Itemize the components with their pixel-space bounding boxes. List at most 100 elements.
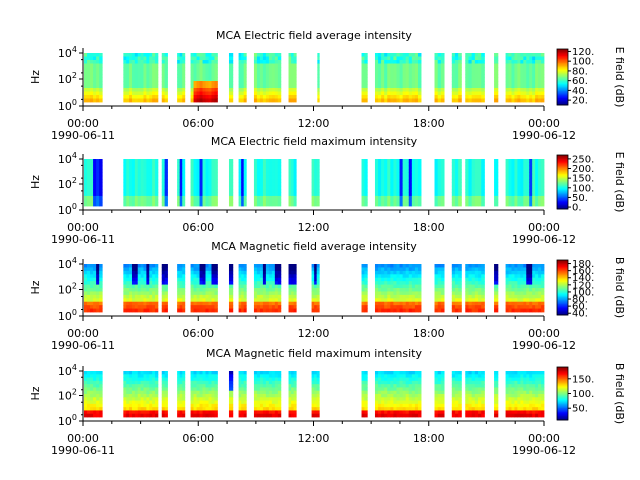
data-block-7 xyxy=(238,169,242,173)
data-block-5 xyxy=(190,165,194,170)
data-block-10 xyxy=(316,159,320,163)
data-block-17 xyxy=(538,63,542,68)
data-block-8 xyxy=(265,305,270,309)
data-block-12 xyxy=(405,175,410,180)
data-block-12 xyxy=(402,185,407,190)
data-block-1 xyxy=(93,159,97,163)
data-block-5 xyxy=(214,195,218,200)
data-block-2 xyxy=(140,60,144,64)
data-block-17 xyxy=(538,98,542,103)
data-block-12 xyxy=(387,281,391,285)
data-block-9 xyxy=(291,202,295,207)
data-block-2 xyxy=(155,267,159,272)
data-block-1 xyxy=(93,301,97,306)
data-block-3 xyxy=(164,172,168,177)
data-block-17 xyxy=(508,288,512,292)
data-block-15 xyxy=(471,288,476,292)
data-block-15 xyxy=(471,56,476,61)
data-block-2 xyxy=(129,172,133,177)
data-block-17 xyxy=(529,298,533,303)
data-block-12 xyxy=(417,270,422,275)
data-block-12 xyxy=(384,274,388,279)
data-block-15 xyxy=(471,301,476,306)
data-block-8 xyxy=(274,67,279,71)
data-block-2 xyxy=(129,380,133,385)
data-block-12 xyxy=(384,264,388,268)
data-block-14 xyxy=(458,284,462,289)
data-block-11 xyxy=(364,377,368,382)
data-block-2 xyxy=(126,277,130,282)
colorbar-frame xyxy=(556,48,569,106)
data-block-12 xyxy=(378,81,382,85)
data-block-12 xyxy=(411,175,416,180)
data-block-3 xyxy=(161,374,166,378)
data-block-2 xyxy=(126,397,130,401)
data-block-17 xyxy=(514,60,518,64)
data-block-1 xyxy=(83,159,88,163)
data-block-8 xyxy=(265,394,270,398)
data-block-15 xyxy=(478,159,482,163)
data-block-14 xyxy=(451,88,456,92)
data-block-9 xyxy=(291,390,295,395)
data-block-14 xyxy=(455,81,459,85)
data-block-12 xyxy=(414,281,419,285)
data-block-12 xyxy=(378,274,382,279)
data-block-1 xyxy=(83,390,88,395)
data-block-15 xyxy=(471,298,476,303)
data-block-13 xyxy=(434,77,439,82)
data-block-1 xyxy=(90,98,94,103)
data-block-9 xyxy=(288,397,292,401)
data-block-14 xyxy=(455,199,459,204)
data-block-7 xyxy=(241,182,245,187)
data-block-1 xyxy=(87,394,91,398)
data-block-1 xyxy=(83,284,88,289)
data-block-8 xyxy=(265,162,270,167)
data-block-8 xyxy=(253,84,258,89)
data-block-12 xyxy=(393,192,397,197)
data-block-12 xyxy=(402,189,407,193)
data-block-1 xyxy=(93,294,97,299)
data-block-12 xyxy=(374,288,379,292)
data-block-12 xyxy=(408,291,413,296)
data-block-2 xyxy=(123,88,127,92)
data-block-17 xyxy=(514,192,518,197)
x-tick-label: 06:00 xyxy=(182,327,214,340)
data-block-5 xyxy=(208,159,212,163)
data-block-12 xyxy=(387,185,391,190)
data-block-5 xyxy=(202,60,206,64)
data-block-7 xyxy=(241,397,245,401)
data-block-17 xyxy=(529,267,533,272)
data-block-5 xyxy=(196,74,200,78)
data-block-3 xyxy=(164,98,168,103)
data-block-8 xyxy=(259,84,264,89)
x-tick-label: 00:00 xyxy=(67,221,99,234)
data-block-15 xyxy=(468,70,473,75)
data-block-9 xyxy=(288,288,292,292)
data-block-2 xyxy=(126,88,130,92)
data-block-13 xyxy=(434,81,439,85)
data-block-10 xyxy=(314,294,318,299)
data-block-2 xyxy=(152,70,156,75)
data-block-1 xyxy=(87,60,91,64)
data-block-1 xyxy=(90,374,94,378)
data-block-14 xyxy=(458,195,462,200)
data-block-2 xyxy=(131,189,136,193)
x-tick-label: 12:00 xyxy=(298,117,330,130)
data-block-2 xyxy=(155,56,159,61)
data-block-10 xyxy=(316,407,320,411)
data-block-5 xyxy=(208,291,212,296)
data-block-1 xyxy=(87,288,91,292)
data-block-2 xyxy=(143,394,147,398)
data-block-12 xyxy=(393,165,397,170)
data-block-8 xyxy=(256,95,261,99)
data-block-17 xyxy=(514,70,518,75)
data-block-7 xyxy=(243,179,247,183)
data-block-14 xyxy=(458,182,462,187)
data-block-5 xyxy=(214,199,218,204)
data-block-7 xyxy=(238,384,242,388)
data-block-2 xyxy=(152,264,156,268)
data-block-7 xyxy=(238,162,242,167)
data-block-4 xyxy=(179,192,183,197)
data-block-12 xyxy=(408,70,413,75)
data-block-15 xyxy=(471,172,476,177)
